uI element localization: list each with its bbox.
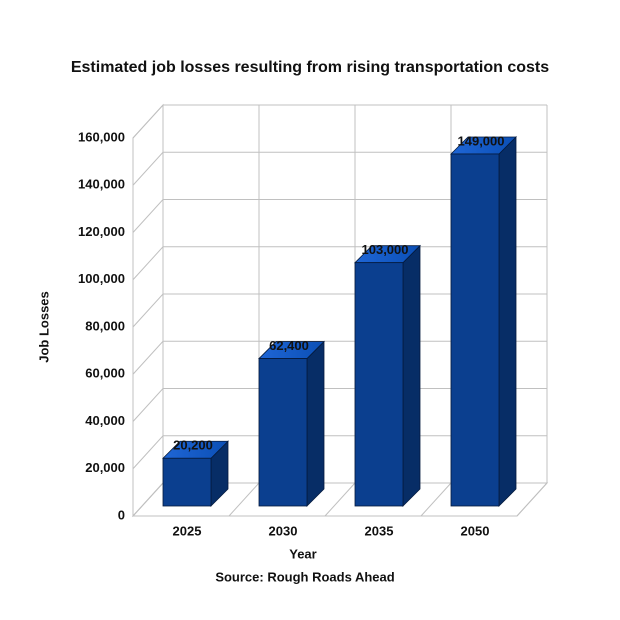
y-tick-label: 40,000: [85, 413, 125, 428]
floor-line: [228, 482, 260, 517]
bar: [354, 244, 421, 507]
floor-line: [324, 482, 356, 517]
floor-line: [420, 482, 452, 517]
bar: [258, 340, 325, 507]
x-tick-label: 2035: [365, 523, 394, 538]
y-tick-label: 60,000: [85, 366, 125, 381]
y-tick-label: 140,000: [78, 177, 125, 192]
data-label: 149,000: [458, 133, 505, 148]
x-axis-label: Year: [289, 546, 316, 561]
bar: [162, 440, 229, 507]
chart-title: Estimated job losses resulting from risi…: [71, 59, 549, 76]
grid-line: [132, 104, 547, 139]
bar: [450, 136, 517, 507]
x-tick-label: 2050: [461, 523, 490, 538]
floor-line: [516, 482, 548, 517]
data-label: 20,200: [173, 438, 213, 453]
y-tick-label: 160,000: [78, 129, 125, 144]
y-tick-label: 100,000: [78, 271, 125, 286]
x-tick-label: 2025: [173, 523, 202, 538]
data-label: 103,000: [362, 242, 409, 257]
grid-line: [132, 199, 547, 233]
grid-line: [132, 151, 547, 186]
y-tick-label: 0: [118, 507, 125, 522]
y-tick-label: 80,000: [85, 318, 125, 333]
y-axis-label: Job Losses: [36, 291, 51, 363]
source: Source: Rough Roads Ahead: [215, 569, 394, 584]
y-tick-label: 20,000: [85, 460, 125, 475]
x-tick-label: 2030: [269, 523, 298, 538]
y-tick-label: 120,000: [78, 224, 125, 239]
data-label: 62,400: [269, 338, 309, 353]
